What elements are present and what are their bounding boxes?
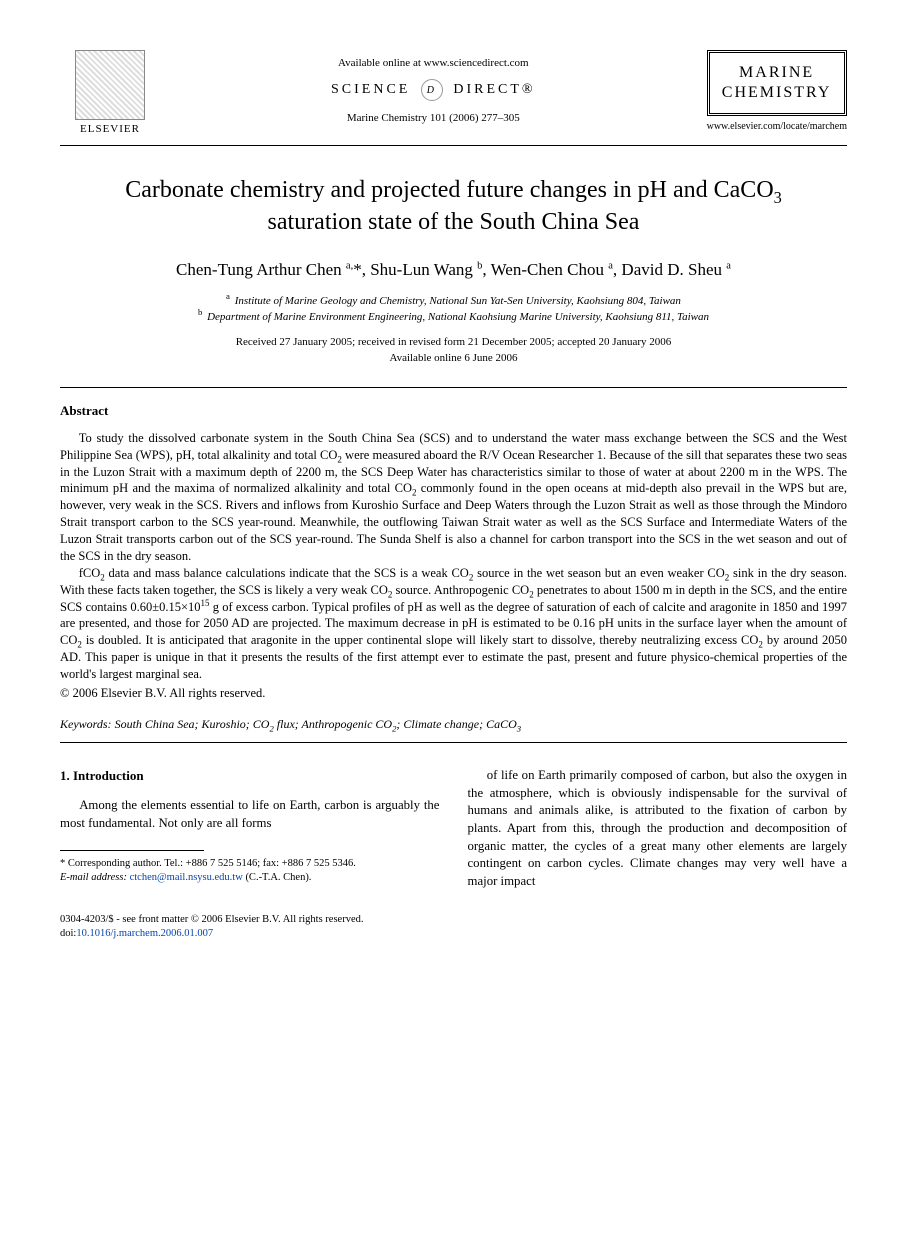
abstract-heading: Abstract xyxy=(60,402,847,420)
sciencedirect-brand: SCIENCE d DIRECT® xyxy=(160,79,707,101)
footer-doi-line: doi:10.1016/j.marchem.2006.01.007 xyxy=(60,927,847,941)
corr-author-email-line: E-mail address: ctchen@mail.nsysu.edu.tw… xyxy=(60,871,440,885)
available-online-line: Available online at www.sciencedirect.co… xyxy=(160,56,707,71)
article-title: Carbonate chemistry and projected future… xyxy=(100,174,807,239)
elsevier-logo-block: ELSEVIER xyxy=(60,50,160,137)
column-left: 1. Introduction Among the elements essen… xyxy=(60,767,440,891)
keywords-list: South China Sea; Kuroshio; CO2 flux; Ant… xyxy=(115,717,522,731)
received-line: Received 27 January 2005; received in re… xyxy=(60,335,847,351)
copyright-line: © 2006 Elsevier B.V. All rights reserved… xyxy=(60,685,847,702)
abstract-body: To study the dissolved carbonate system … xyxy=(60,430,847,702)
corr-author-contact: * Corresponding author. Tel.: +886 7 525… xyxy=(60,857,440,871)
abstract-paragraph-1: To study the dissolved carbonate system … xyxy=(60,430,847,565)
header-center: Available online at www.sciencedirect.co… xyxy=(160,50,707,126)
article-dates: Received 27 January 2005; received in re… xyxy=(60,335,847,367)
doi-link[interactable]: 10.1016/j.marchem.2006.01.007 xyxy=(76,928,213,939)
intro-paragraph-left: Among the elements essential to life on … xyxy=(60,797,440,832)
footer-copyright: 0304-4203/$ - see front matter © 2006 El… xyxy=(60,913,847,927)
sd-brand-left: SCIENCE xyxy=(331,82,410,97)
footnote-rule xyxy=(60,850,204,851)
page-footer: 0304-4203/$ - see front matter © 2006 El… xyxy=(60,913,847,941)
elsevier-label: ELSEVIER xyxy=(80,122,140,137)
author-list: Chen-Tung Arthur Chen a,*, Shu-Lun Wang … xyxy=(60,259,847,282)
affiliation-b: b Department of Marine Environment Engin… xyxy=(60,310,847,326)
affiliation-a: a Institute of Marine Geology and Chemis… xyxy=(60,294,847,310)
journal-brand-block: MARINE CHEMISTRY www.elsevier.com/locate… xyxy=(707,50,847,134)
keywords-label: Keywords: xyxy=(60,717,112,731)
sd-brand-right: DIRECT® xyxy=(453,82,535,97)
page-header: ELSEVIER Available online at www.science… xyxy=(60,50,847,137)
elsevier-tree-icon xyxy=(75,50,145,120)
sciencedirect-at-icon: d xyxy=(421,79,443,101)
journal-url: www.elsevier.com/locate/marchem xyxy=(707,120,847,134)
journal-name-line1: MARINE xyxy=(714,63,840,83)
journal-name-line2: CHEMISTRY xyxy=(714,83,840,103)
abstract-paragraph-2: fCO2 data and mass balance calculations … xyxy=(60,565,847,683)
abstract-top-rule xyxy=(60,387,847,388)
abstract-bottom-rule xyxy=(60,742,847,743)
email-suffix: (C.-T.A. Chen). xyxy=(245,872,311,883)
section-1-heading: 1. Introduction xyxy=(60,767,440,785)
doi-label: doi: xyxy=(60,928,76,939)
top-rule xyxy=(60,145,847,146)
available-online-date: Available online 6 June 2006 xyxy=(60,351,847,367)
journal-citation: Marine Chemistry 101 (2006) 277–305 xyxy=(160,111,707,126)
intro-paragraph-right: of life on Earth primarily composed of c… xyxy=(468,767,848,891)
body-two-column: 1. Introduction Among the elements essen… xyxy=(60,767,847,891)
keywords-block: Keywords: South China Sea; Kuroshio; CO2… xyxy=(60,716,847,732)
corresponding-author-footnote: * Corresponding author. Tel.: +886 7 525… xyxy=(60,857,440,885)
email-label: E-mail address: xyxy=(60,872,127,883)
column-right: of life on Earth primarily composed of c… xyxy=(468,767,848,891)
journal-title-box: MARINE CHEMISTRY xyxy=(707,50,847,116)
email-link[interactable]: ctchen@mail.nsysu.edu.tw xyxy=(130,872,243,883)
affiliations: a Institute of Marine Geology and Chemis… xyxy=(60,294,847,326)
